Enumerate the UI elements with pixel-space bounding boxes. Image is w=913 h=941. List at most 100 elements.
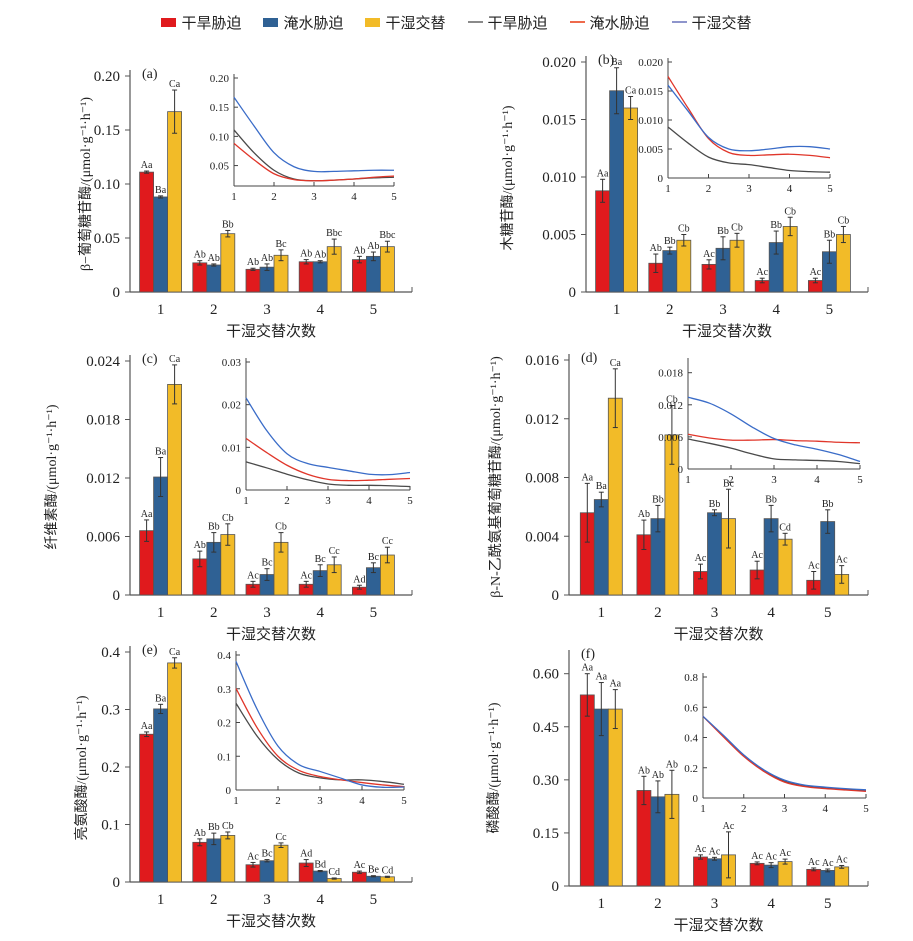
x-tick-label: 2 <box>654 896 662 912</box>
inset-x-tick-label: 2 <box>271 191 277 203</box>
x-tick-label: 2 <box>654 605 662 621</box>
y-tick-label: 0.4 <box>101 645 120 661</box>
inset-y-tick-label: 0.010 <box>638 115 663 127</box>
significance-label: Bb <box>222 219 234 230</box>
bar <box>820 870 836 887</box>
significance-label: Bb <box>208 522 220 533</box>
bar <box>206 838 222 883</box>
inset-background <box>668 58 830 178</box>
chart-legend: 干旱胁迫 淹水胁迫 干湿交替 干旱胁迫 淹水胁迫 干湿交替 <box>0 8 913 36</box>
inset-line-drought <box>245 461 411 488</box>
significance-label: Ba <box>611 57 623 68</box>
inset-x-tick-label: 4 <box>814 474 820 486</box>
inset-background <box>234 74 394 186</box>
inset-line-alternate <box>687 396 861 463</box>
inset-y-tick-label: 0.3 <box>217 684 231 696</box>
panel-e: 0 0.1 0.2 0.3 0.4 (e) 亮氨酸酶/(μmol·g⁻¹·h⁻¹) 干湿交替次… <box>73 643 413 930</box>
significance-label: Ac <box>723 821 735 832</box>
bar <box>662 250 678 293</box>
legend-label: 干湿交替 <box>691 15 752 32</box>
inset-y-tick-label: 0.02 <box>222 400 241 412</box>
inset-x-tick-label: 5 <box>863 803 869 815</box>
y-axis-label: β−葡萄糖苷酶/(μmol·g⁻¹·h⁻¹) <box>78 97 94 271</box>
y-tick-label: 0.15 <box>94 123 120 139</box>
inset-line-drought <box>667 126 831 173</box>
significance-label: Cb <box>275 522 287 533</box>
inset-line-flood <box>702 715 867 792</box>
significance-label: Aa <box>581 663 593 674</box>
bar <box>139 171 155 293</box>
significance-label: Bb <box>652 494 664 505</box>
inset-y-tick-label: 0 <box>678 464 684 476</box>
inset-y-tick-label: 0.6 <box>684 702 698 714</box>
bar <box>245 268 261 293</box>
significance-label: Aa <box>609 679 621 690</box>
y-tick-label: 0.008 <box>525 471 559 487</box>
significance-label: Bb <box>664 236 676 247</box>
y-tick-label: 0.20 <box>94 69 120 85</box>
panel-f: 00.150.300.450.60(f)磷酸酶/(μmol·g⁻¹·h⁻¹)干湿… <box>486 647 869 934</box>
inset-line-alternate <box>245 397 411 476</box>
significance-label: Ca <box>169 354 181 365</box>
bar <box>693 856 708 887</box>
significance-label: Ab <box>261 253 273 264</box>
inset-line-drought <box>235 702 405 785</box>
significance-label: Ac <box>247 570 259 581</box>
significance-label: Ab <box>652 770 664 781</box>
legend-label: 干旱胁迫 <box>487 15 548 32</box>
significance-label: Aa <box>597 168 609 179</box>
inset-line-flood <box>667 76 831 159</box>
inset-y-tick-label: 0.4 <box>684 733 698 745</box>
inset-line-alternate <box>233 96 395 173</box>
inset-x-tick-label: 4 <box>351 191 357 203</box>
legend-swatch <box>161 17 177 27</box>
inset-x-tick-label: 1 <box>665 183 671 195</box>
inset-x-tick-label: 3 <box>325 495 331 507</box>
legend-item-bar-2: 干湿交替 <box>365 12 446 33</box>
x-tick-label: 2 <box>210 302 218 318</box>
inset-line-drought <box>687 438 861 465</box>
significance-label: Ab <box>194 828 206 839</box>
significance-label: Bb <box>709 499 721 510</box>
significance-label: Ba <box>155 185 167 196</box>
significance-label: Ca <box>625 86 637 97</box>
bar <box>777 538 793 596</box>
x-tick-label: 3 <box>719 302 727 318</box>
x-tick-label: 4 <box>767 605 775 621</box>
significance-label: Ac <box>808 561 820 572</box>
significance-label: Ab <box>638 509 650 520</box>
significance-label: Ac <box>756 267 768 278</box>
significance-label: Ac <box>836 854 848 865</box>
bar <box>220 835 236 883</box>
inset-y-tick-label: 0 <box>693 793 699 805</box>
bar <box>749 862 765 887</box>
bar <box>220 233 236 293</box>
inset-x-tick-label: 4 <box>823 803 829 815</box>
bar <box>298 261 314 293</box>
significance-label: Bbc <box>379 230 396 241</box>
y-tick-label: 0 <box>569 285 577 301</box>
inset-x-tick-label: 3 <box>317 795 323 807</box>
significance-label: Ac <box>810 267 822 278</box>
y-tick-label: 0.016 <box>525 353 559 369</box>
legend-item-bar-0: 干旱胁迫 <box>161 12 241 33</box>
bar <box>153 196 169 293</box>
x-tick-label: 5 <box>826 302 834 318</box>
legend-line-sample <box>569 21 585 23</box>
x-tick-label: 4 <box>316 892 324 908</box>
panel-label: (c) <box>142 352 158 367</box>
bar <box>351 259 367 293</box>
bar <box>273 844 289 883</box>
y-tick-label: 0 <box>113 588 121 604</box>
inset-x-tick-label: 2 <box>284 495 290 507</box>
x-tick-label: 3 <box>711 605 719 621</box>
x-tick-label: 3 <box>263 302 271 318</box>
panel-label: (d) <box>581 351 598 366</box>
x-tick-label: 3 <box>263 892 271 908</box>
significance-label: Cb <box>222 513 234 524</box>
y-axis-label: 磷酸酶/(μmol·g⁻¹·h⁻¹) <box>486 702 502 833</box>
inset-x-tick-label: 3 <box>311 191 317 203</box>
significance-label: Cc <box>275 832 287 843</box>
significance-label: Ab <box>666 759 678 770</box>
